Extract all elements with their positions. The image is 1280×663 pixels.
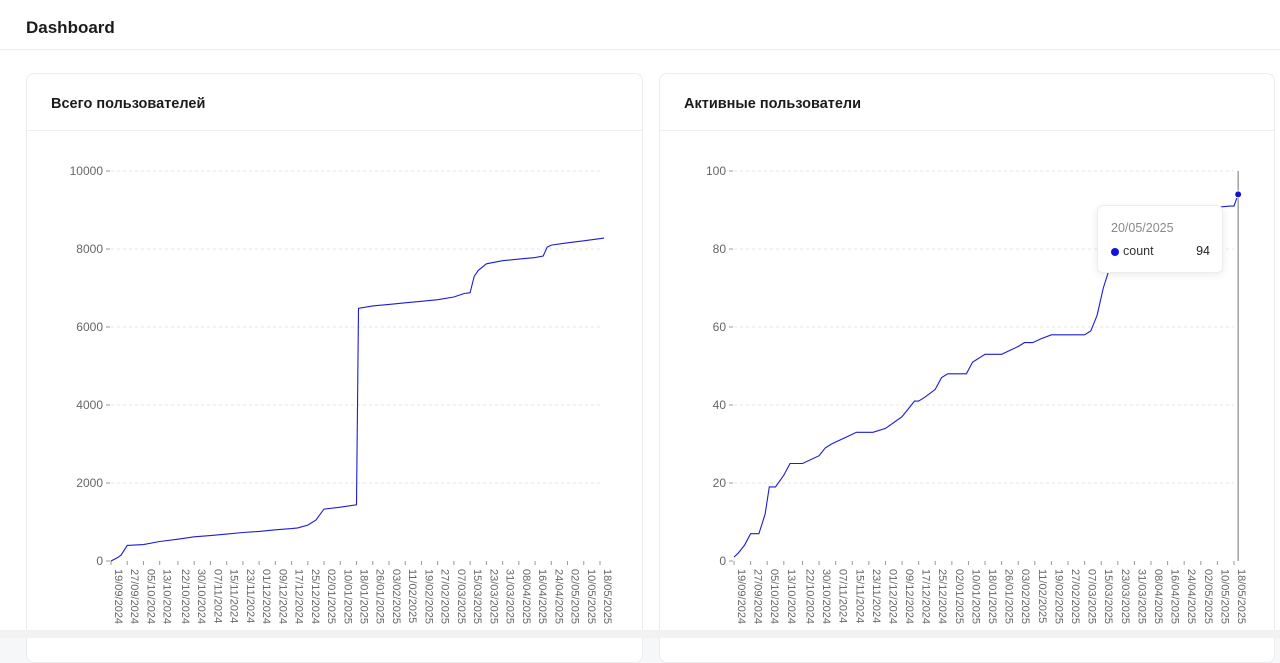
top-bar: Dashboard — [0, 0, 1280, 50]
x-tick-label: 17/12/2024 — [293, 569, 305, 624]
x-tick-label: 22/10/2024 — [803, 569, 815, 624]
x-tick-label: 30/10/2024 — [820, 569, 832, 624]
y-tick-label: 0 — [719, 554, 726, 568]
x-tick-label: 07/11/2024 — [211, 569, 223, 623]
x-tick-label: 11/02/2025 — [1036, 569, 1048, 623]
y-tick-label: 4000 — [76, 398, 103, 412]
tooltip-series-dot — [1111, 248, 1119, 256]
total-users-chart[interactable]: 0 2000 4000 6000 8000 10000 19/09/2024 27/09/20… — [27, 131, 642, 662]
tooltip-date: 20/05/2025 — [1111, 221, 1174, 235]
x-tick-label: 08/04/2025 — [520, 569, 532, 624]
x-tick-label: 18/05/2025 — [1235, 569, 1247, 624]
x-tick-label: 15/11/2024 — [228, 569, 240, 623]
y-tick-label: 6000 — [76, 320, 103, 334]
y-tick-label: 80 — [713, 242, 727, 256]
x-tick-label: 19/09/2024 — [735, 569, 747, 624]
y-tick-label: 10000 — [70, 164, 104, 178]
x-tick-label: 26/01/2025 — [1003, 569, 1015, 624]
x-tick-label: 24/04/2025 — [552, 569, 564, 624]
x-tick-label: 02/01/2025 — [953, 569, 965, 624]
x-tick-label: 31/03/2025 — [504, 569, 516, 624]
active-point — [1234, 190, 1243, 199]
x-tick-label: 07/11/2024 — [837, 569, 849, 623]
x-tick-label: 11/02/2025 — [406, 569, 418, 623]
total-users-card-header: Всего пользователей — [27, 74, 642, 131]
y-tick-label: 0 — [96, 554, 103, 568]
active-users-card-header: Активные пользователи — [660, 74, 1274, 131]
y-tick-label: 40 — [713, 398, 727, 412]
x-tick-label: 16/04/2025 — [1169, 569, 1181, 624]
series-line-count — [110, 237, 605, 562]
y-tick-label: 8000 — [76, 242, 103, 256]
x-tick-label: 03/02/2025 — [1019, 569, 1031, 624]
x-tick-label: 19/02/2025 — [1052, 569, 1064, 624]
x-tick-label: 30/10/2024 — [195, 569, 207, 624]
x-tick-label: 16/04/2025 — [536, 569, 548, 624]
y-tick-label: 100 — [706, 164, 726, 178]
x-tick-label: 17/12/2024 — [920, 569, 932, 624]
y-tick-label: 20 — [713, 476, 727, 490]
x-tick-label: 05/10/2024 — [768, 569, 780, 624]
x-tick-label: 03/02/2025 — [390, 569, 402, 624]
active-users-card: Активные пользователи 0 20 40 60 80 100 19/09/… — [659, 73, 1275, 663]
x-tick-label: 23/03/2025 — [1119, 569, 1131, 624]
x-tick-label: 18/01/2025 — [358, 569, 370, 624]
x-tick-label: 01/12/2024 — [886, 569, 898, 624]
total-users-title: Всего пользователей — [51, 96, 206, 112]
bottom-edge — [0, 630, 1280, 638]
x-tick-label: 01/12/2024 — [260, 569, 272, 624]
x-tick-label: 23/03/2025 — [487, 569, 499, 624]
series-line-count — [733, 194, 1239, 558]
x-tick-label: 19/09/2024 — [112, 569, 124, 624]
x-tick-label: 05/10/2024 — [144, 569, 156, 624]
x-tick-label: 02/05/2025 — [1202, 569, 1214, 624]
x-tick-label: 10/05/2025 — [1218, 569, 1230, 624]
x-tick-label: 09/12/2024 — [903, 569, 915, 624]
x-tick-label: 27/02/2025 — [439, 569, 451, 624]
page-title: Dashboard — [26, 18, 115, 37]
x-tick-label: 13/10/2024 — [785, 569, 797, 624]
x-tick-label: 02/01/2025 — [325, 569, 337, 624]
chart-tooltip: 20/05/2025 count 94 — [1097, 205, 1223, 273]
y-tick-label: 2000 — [76, 476, 103, 490]
x-tick-label: 24/04/2025 — [1185, 569, 1197, 624]
x-tick-label: 25/12/2024 — [936, 569, 948, 624]
x-tick-label: 31/03/2025 — [1135, 569, 1147, 624]
x-tick-label: 15/11/2024 — [853, 569, 865, 623]
x-tick-label: 18/01/2025 — [986, 569, 998, 624]
y-tick-label: 60 — [713, 320, 727, 334]
x-tick-label: 25/12/2024 — [309, 569, 321, 624]
x-tick-label: 09/12/2024 — [276, 569, 288, 624]
x-tick-label: 18/05/2025 — [601, 569, 613, 624]
x-tick-label: 19/02/2025 — [422, 569, 434, 624]
tooltip-value: 94 — [1196, 244, 1210, 258]
x-tick-label: 10/01/2025 — [341, 569, 353, 624]
x-tick-label: 07/03/2025 — [1086, 569, 1098, 624]
x-tick-label: 02/05/2025 — [569, 569, 581, 624]
x-tick-label: 08/04/2025 — [1152, 569, 1164, 624]
active-users-title: Активные пользователи — [684, 96, 862, 112]
x-tick-label: 27/09/2024 — [752, 569, 764, 624]
x-tick-label: 27/09/2024 — [128, 569, 140, 624]
x-tick-label: 22/10/2024 — [179, 569, 191, 624]
x-tick-label: 13/10/2024 — [161, 569, 173, 624]
x-tick-label: 26/01/2025 — [374, 569, 386, 624]
tooltip-series-label: count — [1123, 244, 1154, 258]
x-tick-label: 23/11/2024 — [870, 569, 882, 623]
x-tick-label: 15/03/2025 — [471, 569, 483, 624]
x-tick-label: 15/03/2025 — [1102, 569, 1114, 624]
x-tick-label: 07/03/2025 — [455, 569, 467, 624]
x-tick-label: 23/11/2024 — [244, 569, 256, 623]
total-users-card: Всего пользователей 0 2000 4000 6000 8000 100… — [26, 73, 643, 663]
x-tick-label: 27/02/2025 — [1069, 569, 1081, 624]
x-tick-label: 10/01/2025 — [969, 569, 981, 624]
x-tick-label: 10/05/2025 — [585, 569, 597, 624]
